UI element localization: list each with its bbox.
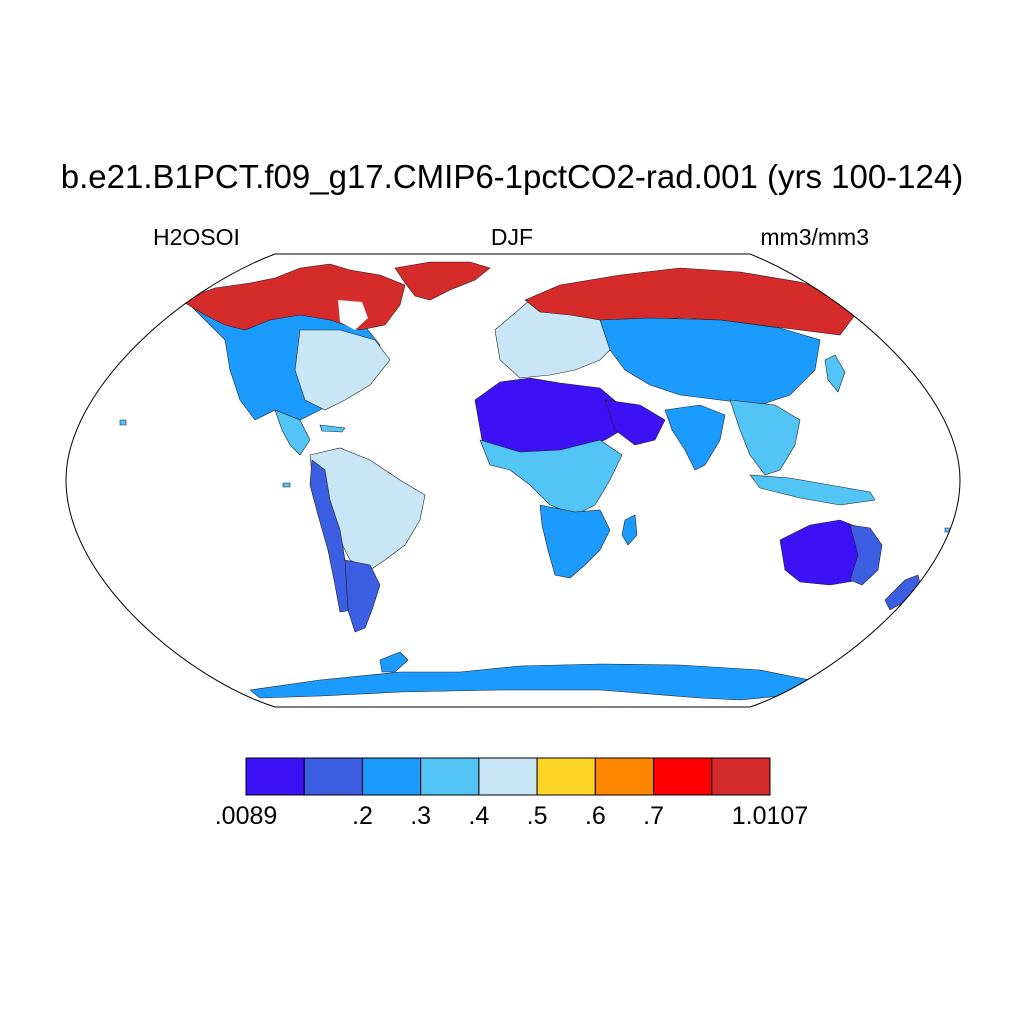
colorbar-box [536,757,596,796]
colorbar-label: .3 [410,802,432,830]
southern-africa [539,504,611,579]
colorbar-box [361,757,422,796]
colorbar-box [478,757,538,796]
hudson-bay-water [338,300,368,330]
colorbar-label: .2 [352,802,373,830]
north-america-east [294,329,391,411]
colorbar-label: .0089 [214,802,278,830]
variable-label: H2OSOI [153,224,240,250]
greenland [394,261,491,301]
colorbar-label: .5 [526,802,548,830]
small-island [282,482,291,488]
map-outline [65,253,961,708]
colorbar-box [653,757,713,796]
colorbar-label: 1.0107 [731,802,809,830]
map-land-layer [119,261,951,701]
madagascar [621,514,638,546]
colorbar-box [303,757,363,796]
india [664,404,726,471]
colorbar-box [594,757,655,796]
colorbar-label: .6 [584,802,606,830]
antarctic-peninsula [379,651,409,673]
units-label: mm3/mm3 [760,224,869,250]
season-label: DJF [490,224,534,250]
japan [824,354,846,393]
colorbar-box [245,757,305,796]
siberia [524,267,856,336]
southeast-asia [729,399,801,476]
australia-east [849,524,883,586]
indonesia [749,474,876,506]
colorbar-label: .4 [468,802,490,830]
central-africa [479,439,623,516]
central-asia [599,317,821,406]
caribbean [319,424,346,433]
central-america [274,409,311,456]
small-island [119,419,127,426]
plot-title: b.e21.B1PCT.f09_g17.CMIP6-1pctCO2-rad.00… [60,158,964,195]
colorbar-box [420,757,480,796]
arabia [604,399,666,446]
colorbar-label: .7 [643,802,664,830]
colorbar-box [711,757,771,796]
patagonia [344,559,381,633]
